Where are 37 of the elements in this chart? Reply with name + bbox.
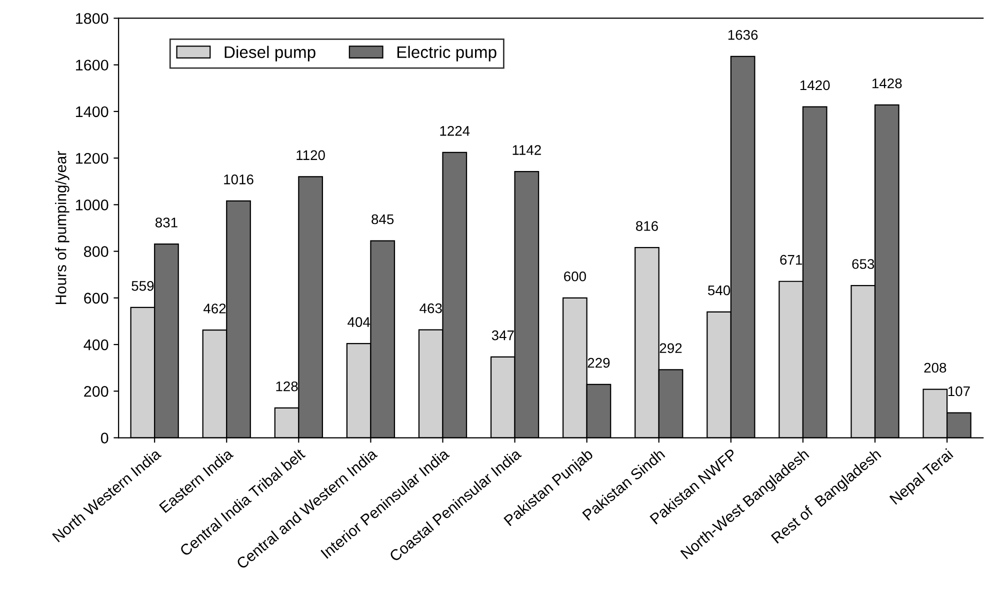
y-tick-label: 1400 xyxy=(76,106,108,118)
data-label: 600 xyxy=(564,271,586,282)
legend-label: Diesel pump xyxy=(224,46,316,62)
y-tick-label: 400 xyxy=(84,339,108,350)
y-tick-label: 1600 xyxy=(76,60,108,71)
data-label: 404 xyxy=(348,317,370,327)
data-label: 462 xyxy=(203,304,226,314)
data-label: 1636 xyxy=(728,30,758,40)
data-label: 208 xyxy=(924,362,946,373)
data-label: 831 xyxy=(155,218,178,228)
data-label: 347 xyxy=(492,330,514,340)
data-label: 671 xyxy=(780,254,802,265)
y-axis-title: Hours of pumping/year xyxy=(55,150,70,304)
data-label: 653 xyxy=(852,259,874,269)
data-label: 1120 xyxy=(296,150,325,160)
data-label: 559 xyxy=(132,281,154,291)
y-tick-label: 1200 xyxy=(76,152,108,164)
data-label: 229 xyxy=(588,358,610,368)
data-label: 540 xyxy=(708,285,730,296)
y-tick-label: 600 xyxy=(84,292,108,304)
y-tick-label: 200 xyxy=(84,386,108,397)
y-tick-label: 800 xyxy=(84,246,108,257)
data-label: 292 xyxy=(660,343,682,354)
data-label: 816 xyxy=(636,221,658,231)
y-tick-label: 0 xyxy=(100,432,108,444)
data-label: 1016 xyxy=(224,174,254,184)
data-label: 1224 xyxy=(440,126,470,136)
legend-label: Electric pump xyxy=(397,46,496,62)
data-label: 845 xyxy=(372,214,394,224)
y-tick-label: 1000 xyxy=(76,200,108,210)
data-label: 1142 xyxy=(512,145,541,155)
data-label: 463 xyxy=(420,303,442,314)
data-label: 1428 xyxy=(872,78,902,88)
data-label: 1420 xyxy=(800,80,830,90)
y-tick-label: 1800 xyxy=(76,13,108,24)
data-label: 107 xyxy=(948,386,970,396)
data-label: 128 xyxy=(276,381,298,392)
